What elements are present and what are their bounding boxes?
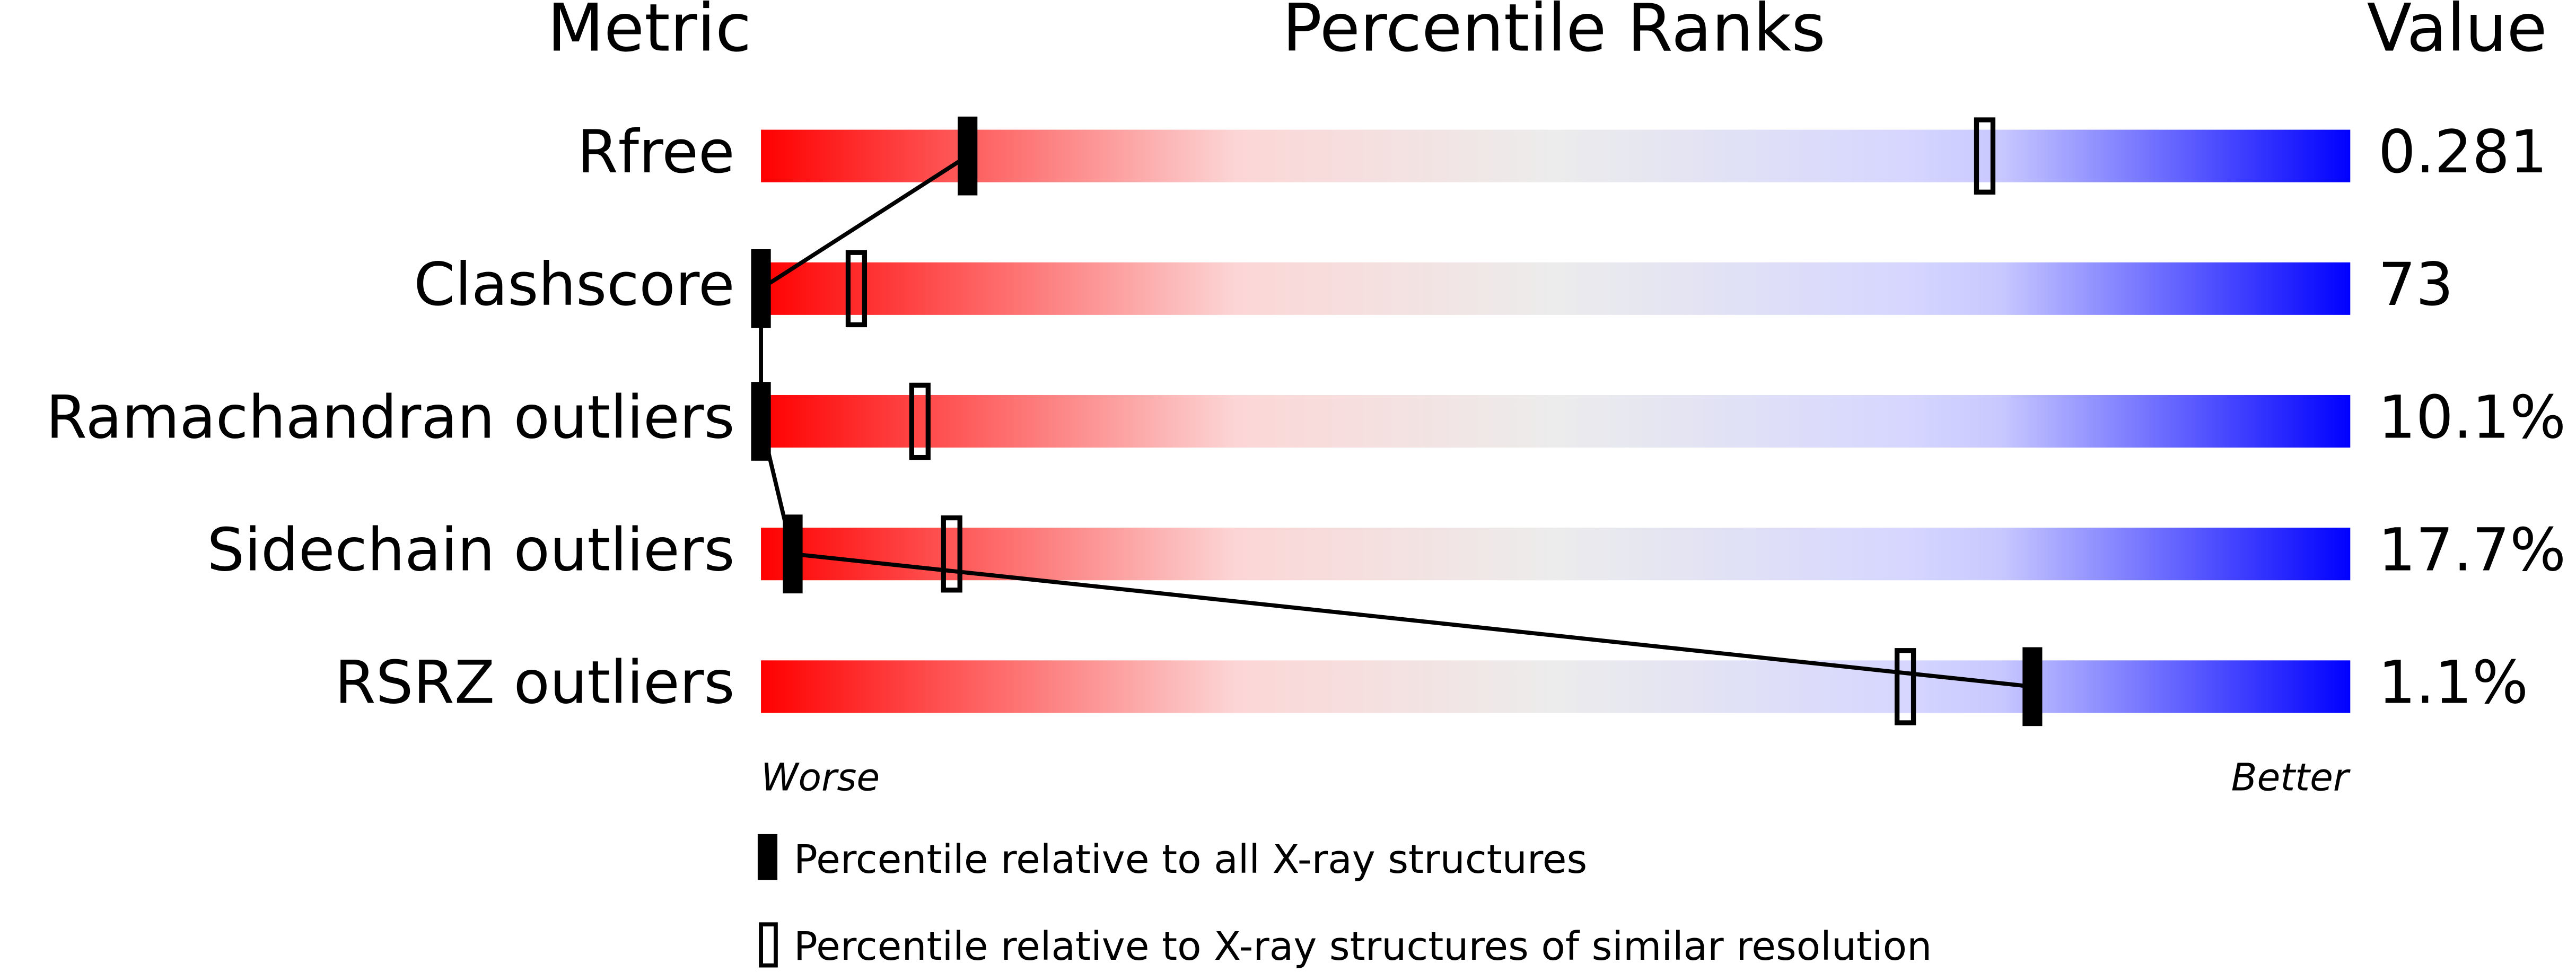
legend-label: Percentile relative to X-ray structures …	[794, 923, 1932, 969]
percentile-bar	[761, 395, 2351, 448]
metric-label: Clashscore	[414, 251, 734, 319]
better-label: Better	[2231, 755, 2351, 799]
marker-similar	[1974, 117, 1996, 195]
value-label: 1.1%	[2378, 649, 2528, 717]
marker-similar	[1894, 648, 1916, 725]
percentile-bar	[761, 262, 2351, 315]
value-label: 0.281	[2378, 118, 2547, 187]
metric-header: Metric	[547, 0, 751, 67]
percentile-bar	[761, 660, 2351, 713]
metric-label: Rfree	[577, 118, 734, 187]
value-header: Value	[2367, 0, 2547, 67]
value-label: 73	[2378, 251, 2454, 319]
value-label: 10.1%	[2378, 383, 2566, 452]
metric-label: Sidechain outliers	[207, 516, 734, 584]
marker-all	[751, 382, 771, 461]
marker-similar	[941, 515, 962, 593]
legend-swatch	[759, 922, 778, 968]
metric-label: Ramachandran outliers	[46, 383, 735, 452]
legend-label: Percentile relative to all X-ray structu…	[794, 836, 1587, 882]
metric-label: RSRZ outliers	[335, 649, 734, 717]
legend-swatch	[757, 834, 778, 880]
value-label: 17.7%	[2378, 516, 2566, 584]
percentile-bar	[761, 129, 2351, 182]
marker-all	[958, 116, 978, 196]
chart-title: Percentile Ranks	[1282, 0, 1825, 67]
marker-all	[783, 514, 803, 593]
marker-all	[2022, 647, 2043, 726]
marker-similar	[909, 382, 931, 460]
worse-label: Worse	[761, 755, 880, 799]
marker-all	[751, 249, 771, 328]
percentile-bar	[761, 528, 2351, 581]
marker-similar	[845, 250, 868, 328]
